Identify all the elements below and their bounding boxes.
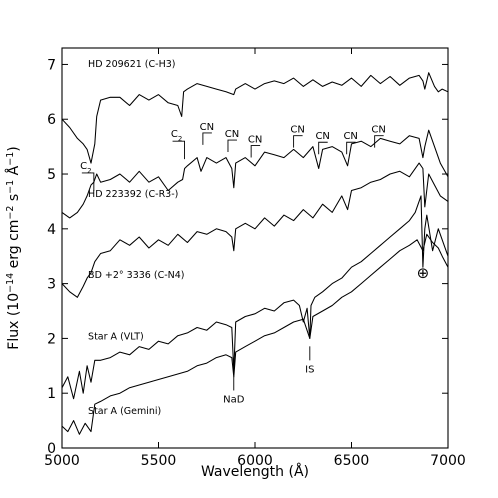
series-label-hd-209621-c-h3: HD 209621 (C-H3) <box>88 59 175 70</box>
x-axis-label: Wavelength (Å) <box>201 463 309 480</box>
series-line-hd-209621-c-h3 <box>61 72 449 164</box>
annotation-is-10: IS <box>305 346 314 375</box>
plot-frame <box>61 47 449 449</box>
svg-text:C2: C2 <box>171 129 182 143</box>
y-tick-label-4: 4 <box>47 222 56 238</box>
series-layer <box>61 72 449 435</box>
annotation-cn-5: CN <box>290 125 305 148</box>
svg-text:C2: C2 <box>80 161 91 175</box>
series-label-star-a-vlt: Star A (VLT) <box>88 332 144 343</box>
y-tick-label-6: 6 <box>47 112 56 128</box>
svg-text:NaD: NaD <box>223 394 245 405</box>
annotation-cn-6: CN <box>315 131 330 155</box>
annotation-cn-8: CN <box>371 125 386 148</box>
svg-text:CN: CN <box>343 131 357 142</box>
x-tick-label-6500: 6500 <box>334 453 370 469</box>
annotation-cn-3: CN <box>225 129 239 153</box>
series-line-star-a-gemini <box>61 233 449 435</box>
svg-text:CN: CN <box>371 125 385 136</box>
x-tick-label-5000: 5000 <box>44 453 80 469</box>
svg-text:IS: IS <box>305 364 314 375</box>
y-tick-label-7: 7 <box>47 57 56 73</box>
y-tick-label-5: 5 <box>47 167 56 183</box>
svg-text:CN: CN <box>225 129 239 140</box>
y-tick-label-1: 1 <box>47 386 56 402</box>
svg-text:⊕: ⊕ <box>417 264 430 282</box>
annotation-cn-4: CN <box>248 135 262 158</box>
x-tick-label-5500: 5500 <box>141 453 177 469</box>
series-label-layer: HD 209621 (C-H3) HD 223392 (C-R3-) BD +2° … <box>88 59 184 417</box>
annotation-layer: C2 C2 CN CN CN CN CN CN CN NaD IS ⊕ <box>80 122 429 406</box>
series-line-hd-223392-c-r3 <box>61 129 449 219</box>
y-axis-label: Flux (10−14 erg cm−2 s−1 Å−1) <box>5 146 23 349</box>
series-line-star-a-vlt <box>61 195 449 400</box>
svg-text:CN: CN <box>315 131 329 142</box>
annotation-cn-2: CN <box>200 122 214 145</box>
x-tick-label-6000: 6000 <box>237 453 273 469</box>
svg-text:CN: CN <box>290 125 304 136</box>
series-label-star-a-gemini: Star A (Gemini) <box>88 406 161 417</box>
series-label-hd-223392-c-r3: HD 223392 (C-R3-) <box>88 189 178 200</box>
y-tick-label-3: 3 <box>47 277 56 293</box>
annotation-nad-9: NaD <box>223 376 245 405</box>
series-label-bd-2-3336-c-n4: BD +2° 3336 (C-N4) <box>88 270 184 281</box>
tick-layer: 5000 5500 6000 6500 7000 0 1 2 3 4 5 6 7 <box>44 48 466 469</box>
series-line-bd-2-3336-c-n4 <box>61 162 449 298</box>
annotation-c2-0: C2 <box>80 161 95 191</box>
y-tick-label-0: 0 <box>47 441 56 457</box>
y-tick-label-2: 2 <box>47 331 56 347</box>
svg-text:CN: CN <box>248 135 262 146</box>
svg-text:CN: CN <box>200 122 214 133</box>
annotation-c2-1: C2 <box>171 129 186 160</box>
annotation-cn-7: CN <box>343 131 358 155</box>
annotation--11: ⊕ <box>417 264 430 282</box>
x-tick-label-7000: 7000 <box>430 453 466 469</box>
